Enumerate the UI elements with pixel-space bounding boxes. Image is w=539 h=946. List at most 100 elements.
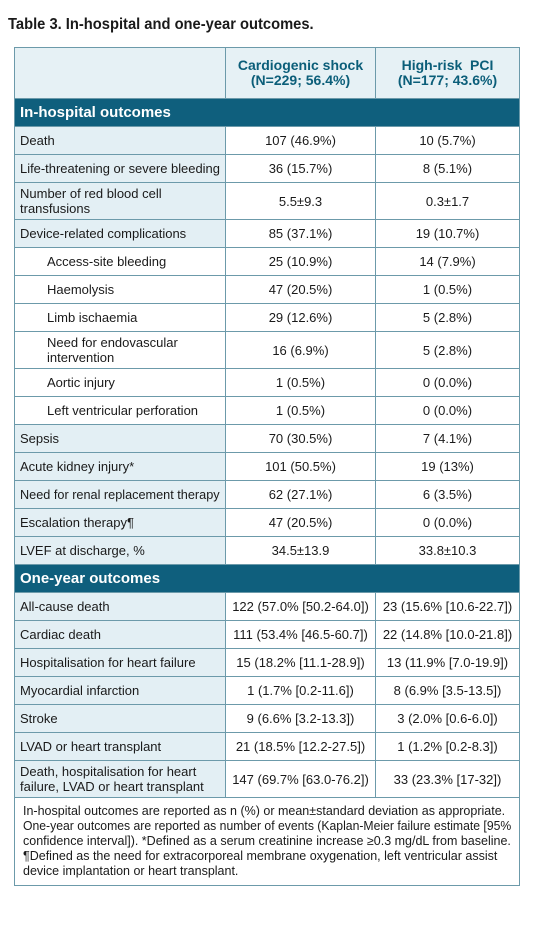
row-label: Hospitalisation for heart failure [20, 655, 196, 670]
cardiogenic-shock-value: 47 (20.5%) [225, 275, 376, 304]
column-header-line: High-risk PCI [401, 57, 494, 73]
high-risk-pci-value: 8 (6.9% [3.5-13.5]) [375, 676, 520, 705]
column-header-cardiogenic-shock: Cardiogenic shock (N=229; 56.4%) [225, 47, 376, 99]
cardiogenic-shock-value: 5.5±9.3 [225, 182, 376, 220]
row-label: Cardiac death [20, 627, 101, 642]
cardiogenic-shock-value: 1 (1.7% [0.2-11.6]) [225, 676, 376, 705]
high-risk-pci-value: 33 (23.3% [17-32]) [375, 760, 520, 798]
high-risk-pci-value: 14 (7.9%) [375, 247, 520, 276]
cardiogenic-shock-value: 21 (18.5% [12.2-27.5]) [225, 732, 376, 761]
high-risk-pci-value: 8 (5.1%) [375, 154, 520, 183]
table-row: Death 107 (46.9%) 10 (5.7%) [14, 126, 520, 155]
cardiogenic-shock-value: 29 (12.6%) [225, 303, 376, 332]
row-label: Limb ischaemia [47, 310, 138, 325]
row-label: Stroke [20, 711, 58, 726]
row-label-cell: Death [14, 126, 226, 155]
row-label-cell: Aortic injury [14, 368, 226, 397]
row-label: Myocardial infarction [20, 683, 140, 698]
row-label-cell: LVEF at discharge, % [14, 536, 226, 565]
row-label: Death, hospitalisation for heart [20, 764, 197, 779]
row-label-cell: Need for endovascular intervention [14, 331, 226, 369]
table-row: Escalation therapy¶ 47 (20.5%) 0 (0.0%) [14, 508, 520, 537]
column-header-line: Cardiogenic shock [237, 57, 364, 73]
table-row: LVAD or heart transplant 21 (18.5% [12.2-… [14, 732, 520, 761]
high-risk-pci-value: 23 (15.6% [10.6-22.7]) [375, 592, 520, 621]
table-row: Cardiac death 111 (53.4% [46.5-60.7]) 22 (… [14, 620, 520, 649]
column-header-high-risk-pci: High-risk PCI (N=177; 43.6%) [375, 47, 520, 99]
high-risk-pci-value: 5 (2.8%) [375, 303, 520, 332]
cardiogenic-shock-value: 16 (6.9%) [225, 331, 376, 369]
footnote-line: ¶Defined as the need for extracorporeal … [23, 849, 498, 863]
cardiogenic-shock-value: 122 (57.0% [50.2-64.0]) [225, 592, 376, 621]
high-risk-pci-value: 10 (5.7%) [375, 126, 520, 155]
row-label: Number of red blood cell [20, 186, 162, 201]
row-label: Aortic injury [47, 375, 115, 390]
high-risk-pci-value: 19 (13%) [375, 452, 520, 481]
cardiogenic-shock-value: 147 (69.7% [63.0-76.2]) [225, 760, 376, 798]
cardiogenic-shock-value: 111 (53.4% [46.5-60.7]) [225, 620, 376, 649]
high-risk-pci-value: 0 (0.0%) [375, 368, 520, 397]
table-row: LVEF at discharge, % 34.5±13.9 33.8±10.3 [14, 536, 520, 565]
high-risk-pci-value: 19 (10.7%) [375, 219, 520, 248]
row-label-cell: Cardiac death [14, 620, 226, 649]
table-row: Myocardial infarction 1 (1.7% [0.2-11.6])… [14, 676, 520, 705]
row-label: Life-threatening or severe bleeding [20, 161, 220, 176]
row-label-cell: Need for renal replacement therapy [14, 480, 226, 509]
table-row: Limb ischaemia 29 (12.6%) 5 (2.8%) [14, 303, 520, 332]
row-label: Left ventricular perforation [47, 403, 199, 418]
cardiogenic-shock-value: 9 (6.6% [3.2-13.3]) [225, 704, 376, 733]
table-title: Table 3. In-hospital and one-year outcom… [8, 16, 314, 33]
table-row: Haemolysis 47 (20.5%) 1 (0.5%) [14, 275, 520, 304]
row-label-cell: Access-site bleeding [14, 247, 226, 276]
cardiogenic-shock-value: 70 (30.5%) [225, 424, 376, 453]
section-header: In-hospital outcomes [14, 98, 520, 127]
row-label-cell: Limb ischaemia [14, 303, 226, 332]
row-label: All-cause death [20, 599, 110, 614]
column-header-line: (N=177; 43.6%) [397, 72, 498, 88]
row-label-cell: Hospitalisation for heart failure [14, 648, 226, 677]
table-row: All-cause death 122 (57.0% [50.2-64.0]) 23… [14, 592, 520, 621]
row-label: Access-site bleeding [47, 254, 167, 269]
high-risk-pci-value: 3 (2.0% [0.6-6.0]) [375, 704, 520, 733]
section-header-row: One-year outcomes [14, 564, 520, 593]
cardiogenic-shock-value: 34.5±13.9 [225, 536, 376, 565]
row-label-cell: Haemolysis [14, 275, 226, 304]
outcomes-table: Cardiogenic shock (N=229; 56.4%) High-ri… [14, 47, 520, 886]
high-risk-pci-value: 6 (3.5%) [375, 480, 520, 509]
cardiogenic-shock-value: 85 (37.1%) [225, 219, 376, 248]
row-label: LVAD or heart transplant [20, 739, 162, 754]
row-label: Death [20, 133, 55, 148]
cardiogenic-shock-value: 1 (0.5%) [225, 368, 376, 397]
row-label: Device-related complications [20, 226, 187, 241]
high-risk-pci-value: 5 (2.8%) [375, 331, 520, 369]
table-row: Device-related complications 85 (37.1%) 19… [14, 219, 520, 248]
column-header-row: Cardiogenic shock (N=229; 56.4%) High-ri… [14, 47, 520, 99]
high-risk-pci-value: 1 (0.5%) [375, 275, 520, 304]
section-header-row: In-hospital outcomes [14, 98, 520, 127]
cardiogenic-shock-value: 62 (27.1%) [225, 480, 376, 509]
high-risk-pci-value: 1 (1.2% [0.2-8.3]) [375, 732, 520, 761]
row-label-cell: Device-related complications [14, 219, 226, 248]
cardiogenic-shock-value: 47 (20.5%) [225, 508, 376, 537]
row-label: Need for renal replacement therapy [20, 487, 220, 502]
high-risk-pci-value: 13 (11.9% [7.0-19.9]) [375, 648, 520, 677]
row-label-cell: Sepsis [14, 424, 226, 453]
cardiogenic-shock-value: 107 (46.9%) [225, 126, 376, 155]
footnote-row: In-hospital outcomes are reported as n (… [14, 797, 520, 886]
row-label: Acute kidney injury* [20, 459, 135, 474]
table-row: Death, hospitalisation for heart failure,… [14, 760, 520, 798]
row-label: Escalation therapy¶ [20, 515, 134, 530]
high-risk-pci-value: 22 (14.8% [10.0-21.8]) [375, 620, 520, 649]
high-risk-pci-value: 0 (0.0%) [375, 508, 520, 537]
row-label: Need for endovascular [47, 335, 178, 350]
cardiogenic-shock-value: 15 (18.2% [11.1-28.9]) [225, 648, 376, 677]
row-label: transfusions [20, 201, 91, 216]
table-row: Need for endovascular intervention 16 (6.9… [14, 331, 520, 369]
cardiogenic-shock-value: 1 (0.5%) [225, 396, 376, 425]
footnote-line: confidence interval]). *Defined as a ser… [23, 834, 511, 848]
high-risk-pci-value: 7 (4.1%) [375, 424, 520, 453]
row-label-cell: LVAD or heart transplant [14, 732, 226, 761]
section-header: One-year outcomes [14, 564, 520, 593]
column-header-line: (N=229; 56.4%) [250, 72, 351, 88]
